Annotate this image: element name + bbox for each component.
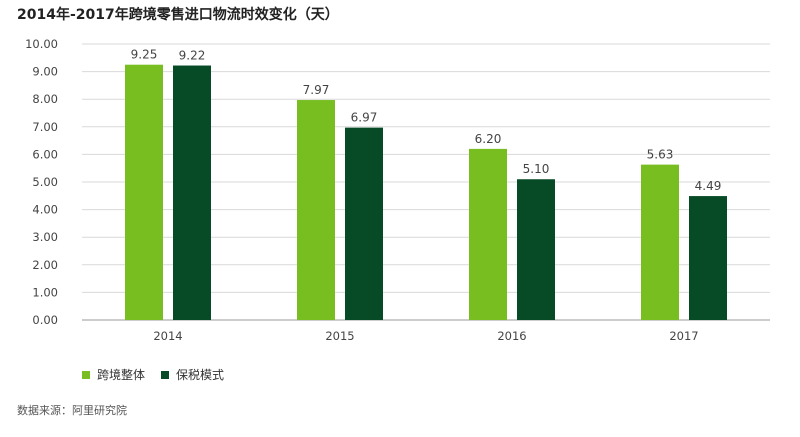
legend-label-series-2: 保税模式 <box>176 368 225 382</box>
legend-label-series-1: 跨境整体 <box>97 368 146 382</box>
value-label: 6.20 <box>475 132 502 146</box>
chart-title: 2014年-2017年跨境零售进口物流时效变化（天） <box>17 7 339 23</box>
legend-swatch-series-2 <box>161 370 170 379</box>
bar-series-2-2015 <box>345 127 383 321</box>
bar-series-1-2016 <box>469 148 507 320</box>
bar-series-1-2014 <box>125 64 163 320</box>
y-tick-label: 1.00 <box>32 285 58 299</box>
source-note: 数据来源：阿里研究院 <box>17 404 127 417</box>
bar-series-2-2016 <box>517 179 555 320</box>
value-label: 9.22 <box>179 49 206 63</box>
y-tick-label: 7.00 <box>32 120 58 134</box>
x-tick-label: 2016 <box>497 329 526 343</box>
x-axis-ticks: 2014 2015 2016 2017 <box>153 329 698 343</box>
y-tick-label: 8.00 <box>32 92 58 106</box>
value-label: 7.97 <box>303 83 330 97</box>
y-tick-label: 5.00 <box>32 175 58 189</box>
value-label: 6.97 <box>351 111 378 125</box>
legend-item-series-2: 保税模式 <box>161 366 224 383</box>
y-axis-ticks: 0.00 1.00 2.00 3.00 4.00 5.00 6.00 7.00 8.00 9.00… <box>25 37 58 327</box>
x-tick-label: 2014 <box>153 329 182 343</box>
bar-series-1-2015 <box>297 100 335 320</box>
value-label: 5.63 <box>647 148 674 162</box>
y-tick-label: 6.00 <box>32 147 58 161</box>
value-labels: 9.25 9.22 7.97 6.97 6.20 5.10 5.63 4.49 <box>131 48 722 193</box>
bars <box>125 64 727 321</box>
legend-item-series-1: 跨境整体 <box>82 366 145 383</box>
x-tick-label: 2015 <box>325 329 354 343</box>
y-tick-label: 2.00 <box>32 258 58 272</box>
y-tick-label: 9.00 <box>32 65 58 79</box>
legend-swatch-series-1 <box>82 370 90 379</box>
legend: 跨境整体 保税模式 <box>82 366 224 383</box>
bar-series-1-2017 <box>641 164 679 320</box>
y-tick-label: 4.00 <box>32 203 58 217</box>
y-tick-label: 0.00 <box>32 313 58 327</box>
y-tick-label: 3.00 <box>32 230 58 244</box>
y-tick-label: 10.00 <box>25 37 58 51</box>
value-label: 9.25 <box>131 48 158 62</box>
bar-series-2-2014 <box>173 65 211 320</box>
value-label: 5.10 <box>523 162 550 176</box>
value-label: 4.49 <box>695 179 722 193</box>
x-tick-label: 2017 <box>669 329 698 343</box>
bar-series-2-2017 <box>689 196 727 320</box>
